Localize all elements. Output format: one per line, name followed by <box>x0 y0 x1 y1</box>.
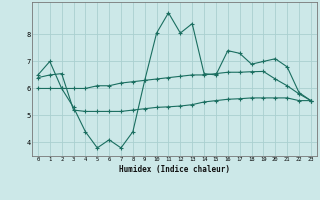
X-axis label: Humidex (Indice chaleur): Humidex (Indice chaleur) <box>119 165 230 174</box>
